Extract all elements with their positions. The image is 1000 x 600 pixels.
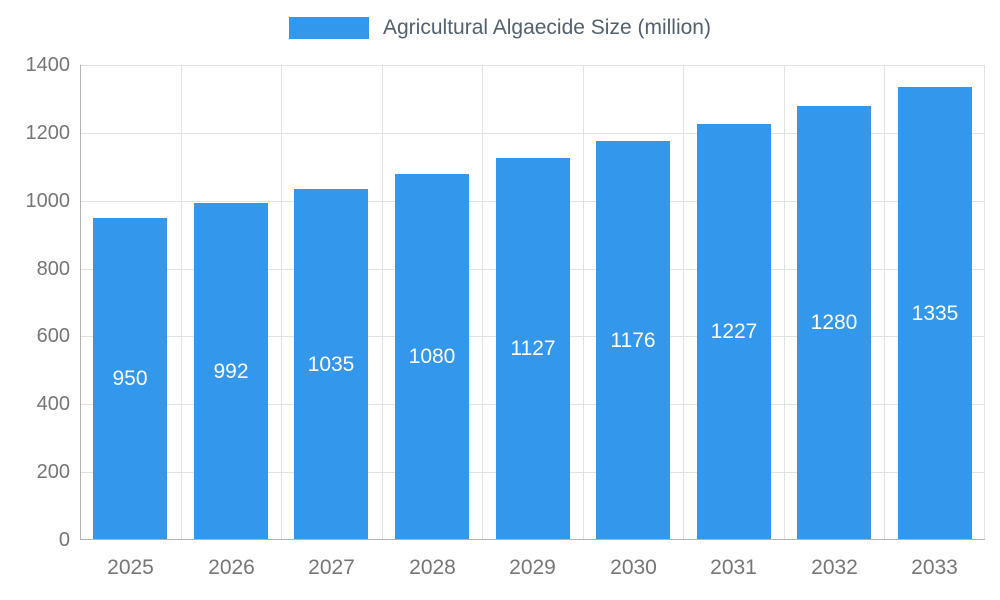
x-axis-line <box>80 539 985 540</box>
y-axis-tick-label: 200 <box>36 461 70 484</box>
bar-value-label: 1280 <box>810 311 858 334</box>
x-axis-tick-label: 2031 <box>710 556 757 579</box>
x-axis-tick-label: 2026 <box>208 556 255 579</box>
x-axis-tick-label: 2033 <box>911 556 958 579</box>
gridline-vertical <box>984 65 985 540</box>
bar-value-label: 1127 <box>510 337 556 360</box>
bar: 1127 <box>496 158 570 540</box>
bar: 1080 <box>395 174 469 540</box>
gridline-vertical <box>783 65 785 540</box>
bar-value-label: 1176 <box>610 328 656 352</box>
plot-area: 950 992 1035 1080 1127 1176 1227 1280 1335 <box>80 65 985 540</box>
bar-value-label: 950 <box>112 367 148 390</box>
bar: 1280 <box>797 106 871 540</box>
gridline-vertical <box>180 65 182 540</box>
legend-swatch <box>289 17 369 39</box>
y-axis-tick-label: 400 <box>36 393 70 416</box>
gridline-vertical <box>281 65 283 540</box>
gridline-horizontal <box>80 132 985 134</box>
gridline-vertical <box>582 65 584 540</box>
gridline-vertical <box>381 65 383 540</box>
bar-value-label: 1035 <box>307 352 355 376</box>
y-axis-line <box>80 65 81 540</box>
gridline-vertical <box>884 65 886 540</box>
bar-value-label: 1335 <box>911 301 959 325</box>
y-axis-tick-label: 1000 <box>25 189 71 212</box>
x-axis: 2025 2026 2027 2028 2029 2030 2031 2032 2033 <box>80 556 985 586</box>
gridline-vertical <box>683 65 685 540</box>
bar: 1176 <box>596 141 670 540</box>
gridline-vertical <box>482 65 484 540</box>
x-axis-tick-label: 2025 <box>107 556 154 579</box>
bar: 1035 <box>294 189 368 540</box>
y-axis-tick-label: 1200 <box>25 121 71 144</box>
bar: 1335 <box>898 87 972 540</box>
legend: Agricultural Algaecide Size (million) <box>0 16 1000 40</box>
bar: 992 <box>194 203 268 540</box>
gridline-horizontal <box>80 65 985 66</box>
x-axis-tick-label: 2028 <box>409 556 456 579</box>
bar: 950 <box>93 218 167 540</box>
y-axis-tick-label: 0 <box>58 529 70 551</box>
x-axis-tick-label: 2027 <box>308 556 355 579</box>
bar-value-label: 992 <box>213 359 249 383</box>
y-axis-tick-label: 600 <box>36 325 70 348</box>
y-axis: 0 200 400 600 800 1000 1200 1400 <box>0 55 71 550</box>
bar-value-label: 1080 <box>408 345 456 368</box>
bar: 1227 <box>697 124 771 540</box>
x-axis-tick-label: 2029 <box>509 556 556 579</box>
y-axis-tick-label: 800 <box>36 257 70 280</box>
x-axis-tick-label: 2032 <box>811 556 858 579</box>
y-axis-tick-label: 1400 <box>25 54 71 76</box>
legend-label: Agricultural Algaecide Size (million) <box>383 16 711 39</box>
x-axis-tick-label: 2030 <box>610 556 657 579</box>
bar-value-label: 1227 <box>710 320 758 343</box>
